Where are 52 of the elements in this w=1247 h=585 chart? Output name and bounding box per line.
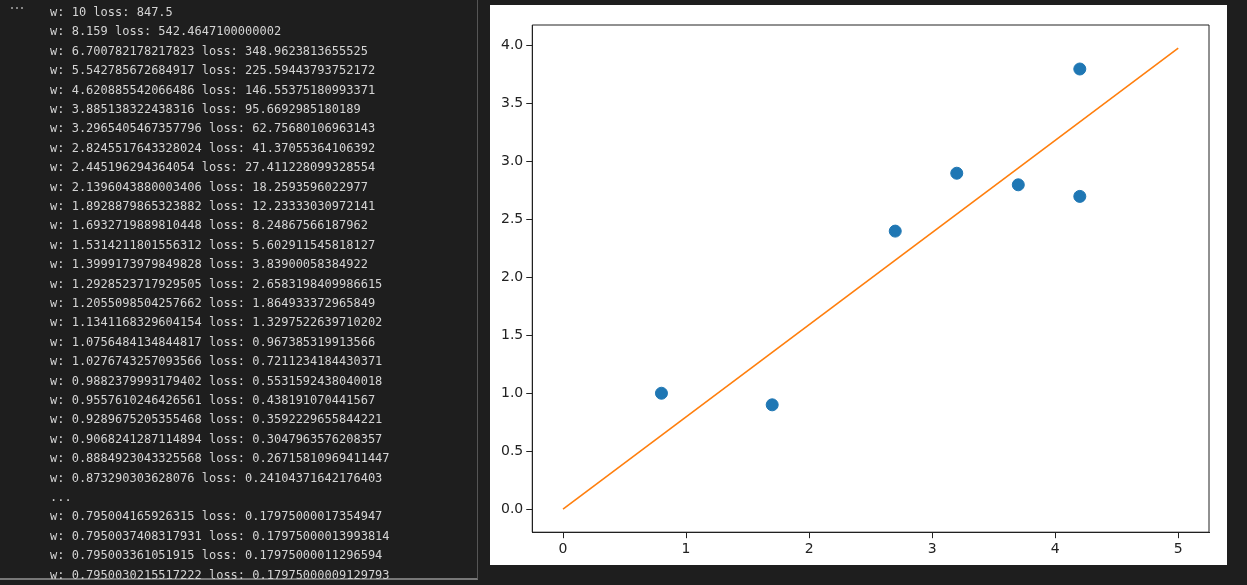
text: w: 0.9557610246426561 loss: 0.438191070441567 [50,393,376,407]
text: w: 1.2928523717929505 loss: 2.6583198409986615 [50,276,383,291]
text: w: 1.8928879865323882 loss: 12.23333030972141 [50,199,376,213]
y-tick-label: 2.0 [501,268,524,285]
text: w: 1.0276743257093566 loss: 0.7211234184430371 [50,354,383,369]
text: w: 10 loss: 847.5 [50,5,173,19]
text: w: 1.5314211801556312 loss: 5.602911545818127 [50,237,376,252]
point [1073,62,1087,76]
text: w: 3.2965405467357796 loss: 62.75680106963143 [50,121,376,136]
x-tick-label: 0 [558,540,568,557]
text: w: 1.1341168329604154 loss: 1.3297522639710202 [50,315,383,330]
x-tick-label: 1 [681,540,691,557]
y-tick-label: 3.0 [501,152,524,169]
y-tick-label: 1.0 [501,383,524,400]
point [888,224,902,238]
text: w: 2.8245517643328024 loss: 41.37055364106392 [50,140,376,155]
point [765,398,779,412]
text: w: 0.7950037408317931 loss: 0.17975000013993814 [50,528,390,543]
text: w: 1.2055098504257662 loss: 1.864933372965849 [50,296,376,310]
text: w: 0.795004165926315 loss: 0.17975000017354947 [50,509,383,524]
text: w: 1.6932719889810448 loss: 8.24867566187962 [50,218,368,233]
text: w: 3.885138322438316 loss: 95.6692985180189 [50,102,361,116]
text: w: 2.445196294364054 loss: 27.411228099328554 [50,160,376,175]
point [1073,189,1087,203]
y-tick-label: 0.0 [501,499,524,516]
point [654,386,668,400]
text: w: 5.542785672684917 loss: 225.59443793752172 [50,63,376,78]
x-tick-label: 4 [1050,540,1060,557]
text: w: 1.3999173979849828 loss: 3.83900058384922 [50,257,368,272]
point [950,166,964,180]
y-tick-label: 3.5 [501,94,524,111]
text: w: 8.159 loss: 542.4647100000002 [50,24,282,39]
y-tick-label: 1.5 [501,325,524,342]
text: w: 0.795003361051915 loss: 0.17975000011296594 [50,548,383,563]
text: w: 4.620885542066486 loss: 146.55375180993371 [50,82,376,97]
point [1011,178,1025,192]
text: w: 0.9068241287114894 loss: 0.3047963576208357 [50,431,383,446]
x-tick-label: 5 [1173,540,1183,557]
text: w: 0.8884923043325568 loss: 0.26715810969411447 [50,451,390,466]
text: w: 6.700782178217823 loss: 348.9623813655525 [50,43,368,58]
text: w: 0.7950030215517222 loss: 0.17975000009129793 [50,567,390,582]
x-tick-label: 3 [927,540,937,557]
text: w: 0.9882379993179402 loss: 0.5531592438040018 [50,373,383,388]
y-tick-label: 4.0 [501,36,524,53]
y-tick-label: 2.5 [501,210,524,227]
text: ... [50,490,72,504]
text: w: 2.1396043880003406 loss: 18.2593596022977 [50,179,368,194]
text: w: 1.0756484134844817 loss: 0.967385319913566 [50,334,376,349]
text: w: 0.9289675205355468 loss: 0.3592229655844221 [50,412,383,427]
text: w: 0.873290303628076 loss: 0.24104371642176403 [50,470,383,485]
x-tick-label: 2 [804,540,814,557]
y-tick-label: 0.5 [501,441,524,458]
